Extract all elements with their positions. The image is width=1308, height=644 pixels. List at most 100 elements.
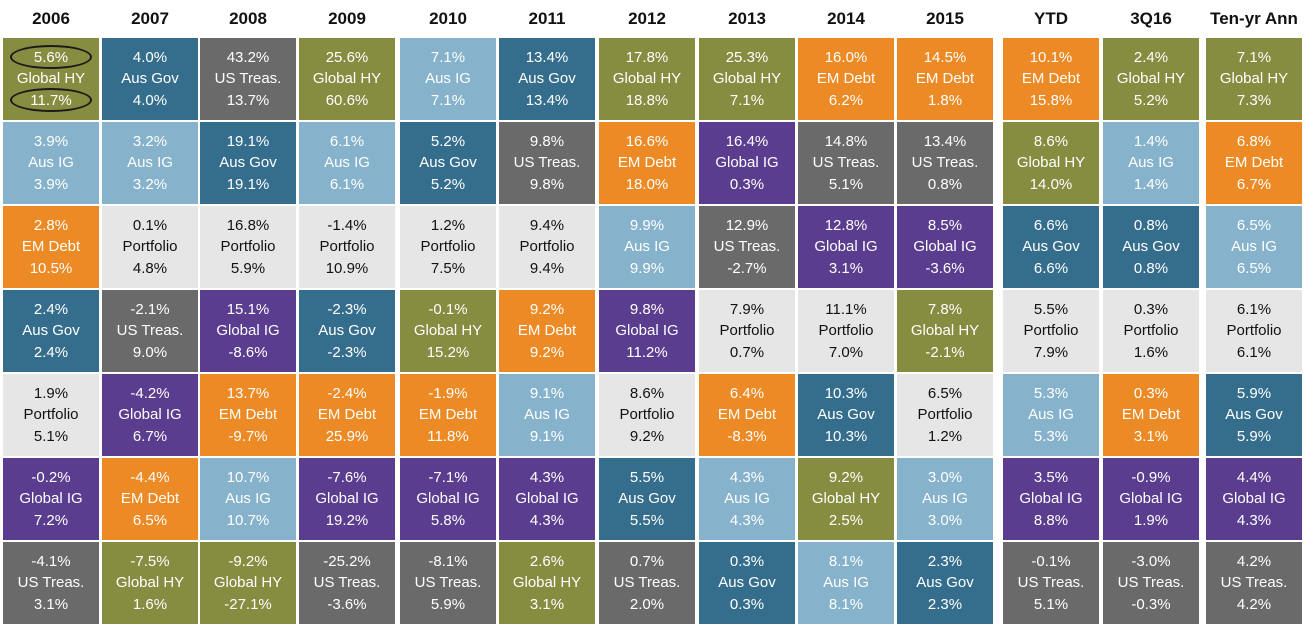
quilt-cell-2011-aus-ig: 9.1% Aus IG 9.1% [499, 374, 595, 456]
asset-class-label: Aus IG [324, 154, 370, 171]
asset-class-label: Global IG [615, 322, 679, 339]
quilt-cell-2010-portfolio: 1.2% Portfolio 7.5% [400, 206, 496, 288]
asset-class-label: EM Debt [517, 322, 577, 339]
quilt-cell-2006-us-treas: -4.1% US Treas. 3.1% [3, 542, 99, 624]
quilt-cell-2013-aus-ig: 4.3% Aus IG 4.3% [699, 458, 795, 540]
annualized-return-label: 2.4% [33, 343, 69, 361]
asset-class-label: Aus IG [524, 406, 570, 423]
annualized-return-label: 9.2% [529, 343, 565, 361]
annualized-return-label: 10.7% [226, 511, 270, 529]
period-return-label: 25.6% [325, 48, 369, 66]
asset-class-label: Global HY [16, 70, 86, 87]
period-return-label: 2.3% [927, 552, 963, 570]
quilt-cell-2013-aus-gov: 0.3% Aus Gov 0.3% [699, 542, 795, 624]
asset-class-label: Aus Gov [817, 406, 875, 423]
asset-class-label: EM Debt [1121, 406, 1181, 423]
annualized-return-label: 6.5% [132, 511, 168, 529]
asset-class-label: Aus IG [127, 154, 173, 171]
asset-class-label: Global HY [213, 574, 283, 591]
annualized-return-label: 15.2% [426, 343, 470, 361]
annualized-return-label: 6.7% [132, 427, 168, 445]
annualized-return-label: 7.5% [430, 259, 466, 277]
annualized-return-label: 5.1% [1033, 595, 1069, 613]
quilt-cell-2012-global-hy: 17.8% Global HY 18.8% [599, 38, 695, 120]
quilt-cell-2007-us-treas: -2.1% US Treas. 9.0% [102, 290, 198, 372]
asset-class-label: Portfolio [23, 406, 79, 423]
asset-class-label: EM Debt [418, 406, 478, 423]
asset-class-label: US Treas. [313, 574, 381, 591]
period-return-label: 9.8% [629, 300, 665, 318]
column-header-ytd: YTD [1034, 9, 1068, 28]
period-return-label: 8.6% [629, 384, 665, 402]
annualized-return-label: 4.8% [132, 259, 168, 277]
period-return-label: 19.1% [226, 132, 270, 150]
period-return-label: 1.9% [33, 384, 69, 402]
annualized-return-label: 0.7% [729, 343, 765, 361]
annualized-return-label: 3.1% [529, 595, 565, 613]
quilt-cell-3q16-global-hy: 2.4% Global HY 5.2% [1103, 38, 1199, 120]
quilt-cell-2015-global-ig: 8.5% Global IG -3.6% [897, 206, 993, 288]
period-return-label: 7.1% [1236, 48, 1272, 66]
asset-class-label: Global IG [515, 490, 579, 507]
period-return-label: 13.7% [226, 384, 270, 402]
quilt-cell-ten-yr-ann-portfolio: 6.1% Portfolio 6.1% [1206, 290, 1302, 372]
asset-class-label: US Treas. [1220, 574, 1288, 591]
asset-class-label: US Treas. [613, 574, 681, 591]
period-return-label: 9.2% [828, 468, 864, 486]
annualized-return-label: 5.5% [629, 511, 665, 529]
annualized-return-label: 1.6% [132, 595, 168, 613]
period-return-label: 15.1% [226, 300, 270, 318]
period-return-label: 0.3% [729, 552, 765, 570]
period-return-label: 13.4% [923, 132, 967, 150]
annualized-return-label: 4.0% [132, 91, 168, 109]
period-return-label: -4.1% [31, 552, 71, 570]
quilt-cell-2008-aus-gov: 19.1% Aus Gov 19.1% [200, 122, 296, 204]
asset-class-label: EM Debt [1021, 70, 1081, 87]
annualized-return-label: 25.9% [325, 427, 369, 445]
period-return-label: 1.2% [430, 216, 466, 234]
asset-class-label: Portfolio [719, 322, 775, 339]
period-return-label: 16.0% [824, 48, 868, 66]
column-header-2007: 2007 [131, 9, 169, 28]
asset-class-label: EM Debt [915, 70, 975, 87]
period-return-label: -0.1% [1031, 552, 1071, 570]
period-return-label: -1.4% [327, 216, 367, 234]
period-return-label: 5.2% [430, 132, 466, 150]
asset-class-label: Global HY [910, 322, 980, 339]
annualized-return-label: 18.8% [625, 91, 669, 109]
annualized-return-label: 11.8% [427, 427, 469, 445]
annualized-return-label: -3.6% [925, 259, 965, 277]
asset-class-label: Global HY [512, 574, 582, 591]
period-return-label: -2.3% [327, 300, 367, 318]
annualized-return-label: 4.3% [729, 511, 765, 529]
quilt-cell-2013-em-debt: 6.4% EM Debt -8.3% [699, 374, 795, 456]
quilt-cell-2014-portfolio: 11.1% Portfolio 7.0% [798, 290, 894, 372]
quilt-cell-2006-portfolio: 1.9% Portfolio 5.1% [3, 374, 99, 456]
annualized-return-label: 3.0% [927, 511, 963, 529]
period-return-label: -7.5% [130, 552, 170, 570]
annualized-return-label: 5.3% [1033, 427, 1069, 445]
period-return-label: 14.5% [923, 48, 967, 66]
column-header-2006: 2006 [32, 9, 70, 28]
annualized-return-label: 2.3% [927, 595, 963, 613]
asset-class-label: Aus IG [28, 154, 74, 171]
annualized-return-label: 15.8% [1029, 91, 1073, 109]
quilt-cell-2011-aus-gov: 13.4% Aus Gov 13.4% [499, 38, 595, 120]
asset-class-label: Aus Gov [22, 322, 80, 339]
quilt-cell-2015-portfolio: 6.5% Portfolio 1.2% [897, 374, 993, 456]
annualized-return-label: 0.3% [729, 175, 765, 193]
annualized-return-label: 19.2% [325, 511, 369, 529]
quilt-cell-2006-aus-gov: 2.4% Aus Gov 2.4% [3, 290, 99, 372]
period-return-label: 2.6% [529, 552, 565, 570]
period-return-label: 6.6% [1033, 216, 1069, 234]
quilt-cell-2007-em-debt: -4.4% EM Debt 6.5% [102, 458, 198, 540]
annualized-return-label: 10.9% [325, 259, 369, 277]
asset-class-label: Aus Gov [618, 490, 676, 507]
quilt-cell-2009-aus-ig: 6.1% Aus IG 6.1% [299, 122, 395, 204]
period-return-label: 12.8% [824, 216, 868, 234]
period-return-label: -25.2% [323, 552, 371, 570]
period-return-label: 0.8% [1133, 216, 1169, 234]
annualized-return-label: 5.2% [430, 175, 466, 193]
asset-class-label: Portfolio [917, 406, 973, 423]
